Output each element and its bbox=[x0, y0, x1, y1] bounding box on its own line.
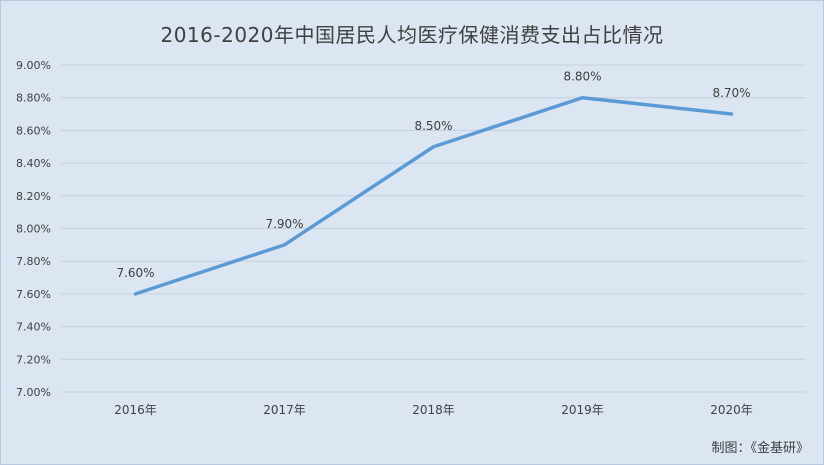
chart-title: 2016-2020年中国居民人均医疗保健消费支出占比情况 bbox=[160, 23, 664, 47]
y-tick-label: 9.00% bbox=[16, 59, 51, 72]
x-tick-label: 2016年 bbox=[114, 403, 157, 417]
data-point bbox=[283, 243, 286, 247]
data-label: 7.90% bbox=[265, 217, 303, 231]
y-tick-label: 8.80% bbox=[16, 92, 51, 105]
source-note: 制图：《金基研》 bbox=[711, 441, 809, 456]
data-label: 8.50% bbox=[414, 119, 452, 133]
y-tick-label: 7.00% bbox=[16, 386, 51, 399]
y-tick-label: 7.60% bbox=[16, 288, 51, 301]
x-tick-label: 2020年 bbox=[710, 403, 753, 417]
data-point bbox=[432, 145, 435, 149]
y-tick-label: 8.60% bbox=[16, 124, 51, 137]
data-point bbox=[730, 112, 733, 116]
data-point bbox=[134, 292, 137, 296]
x-tick-label: 2018年 bbox=[412, 403, 455, 417]
data-label: 8.70% bbox=[712, 86, 750, 100]
y-tick-label: 8.20% bbox=[16, 190, 51, 203]
x-tick-label: 2019年 bbox=[561, 403, 604, 417]
data-point bbox=[581, 96, 584, 100]
y-tick-label: 8.40% bbox=[16, 157, 51, 170]
y-tick-label: 7.40% bbox=[16, 321, 51, 334]
y-tick-label: 7.20% bbox=[16, 353, 51, 366]
data-label: 8.80% bbox=[563, 70, 601, 84]
data-label: 7.60% bbox=[116, 266, 154, 280]
y-tick-label: 7.80% bbox=[16, 255, 51, 268]
y-tick-label: 8.00% bbox=[16, 223, 51, 236]
x-tick-label: 2017年 bbox=[263, 403, 306, 417]
